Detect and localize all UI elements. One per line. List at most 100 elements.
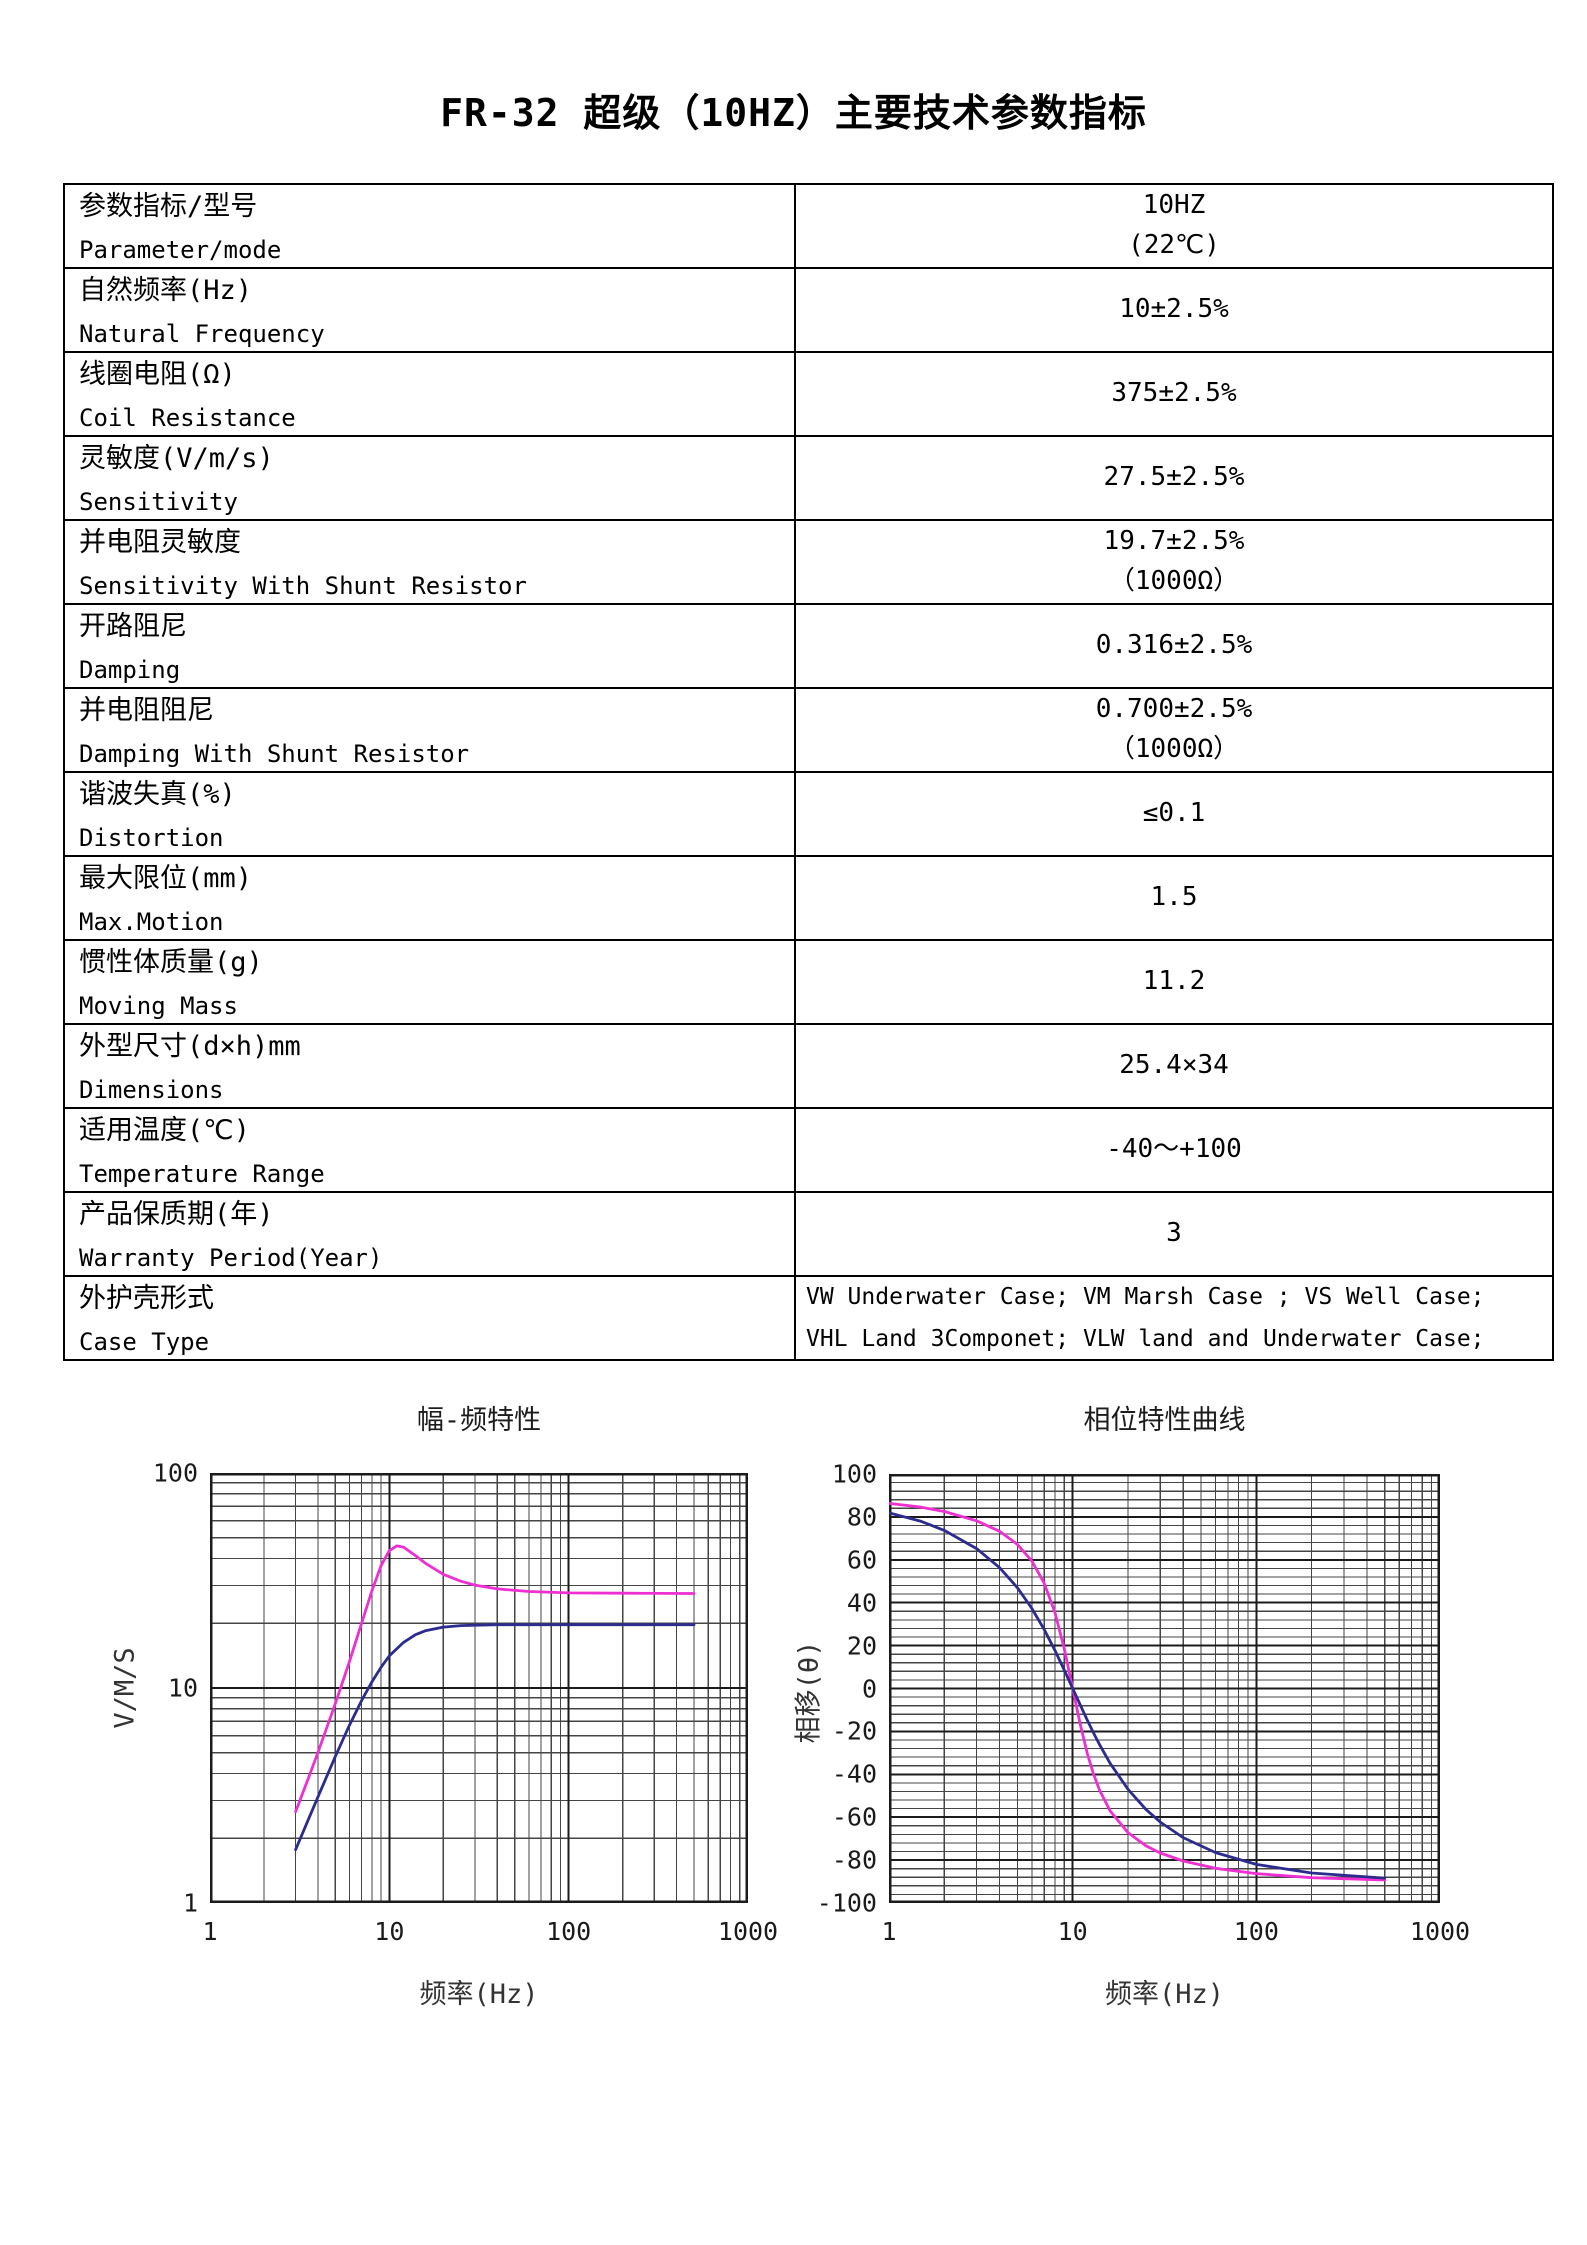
parameter-value: 3: [796, 1194, 1552, 1274]
table-row: 惯性体质量(g) Moving Mass 11.2: [63, 939, 1554, 1025]
parameter-value: 25.4×34: [796, 1026, 1552, 1106]
table-row: 自然频率(Hz) Natural Frequency 10±2.5%: [63, 267, 1554, 353]
parameter-value-cell: 11.2: [794, 939, 1554, 1025]
y-tick-label: 20: [846, 1631, 877, 1661]
parameter-value: 11.2: [796, 942, 1552, 1022]
parameter-label-cell: 最大限位(mm) Max.Motion: [63, 855, 796, 941]
parameter-value-cell: 3: [794, 1191, 1554, 1277]
amplitude-frequency-plot: [210, 1473, 748, 1903]
parameter-value-cell: 0.316±2.5%: [794, 603, 1554, 689]
parameter-value-cell: 1.5: [794, 855, 1554, 941]
parameter-label-en: Damping: [79, 655, 181, 684]
value-line: -40～+100: [1106, 1134, 1242, 1165]
x-tick-label: 100: [1233, 1917, 1279, 1946]
parameter-value: VW Underwater Case; VM Marsh Case ; VS W…: [796, 1278, 1552, 1358]
parameter-label-cell: 并电阻灵敏度 Sensitivity With Shunt Resistor: [63, 519, 796, 605]
value-line: 0.316±2.5%: [1095, 630, 1253, 661]
parameter-value: 0.700±2.5% （1000Ω）: [796, 690, 1552, 770]
parameter-label-en: Moving Mass: [79, 991, 238, 1020]
parameter-value: 10±2.5%: [796, 270, 1552, 350]
curve-series-0: [294, 1544, 696, 1814]
parameter-label-cn: 最大限位(mm): [79, 863, 253, 894]
y-tick-label: 60: [846, 1545, 877, 1575]
table-row: 参数指标/型号 Parameter/mode 10HZ (22℃): [63, 183, 1554, 269]
y-tick-label: -100: [816, 1888, 877, 1918]
parameter-label-cell: 并电阻阻尼 Damping With Shunt Resistor: [63, 687, 796, 773]
parameter-label-en: Temperature Range: [79, 1159, 325, 1188]
parameter-label-cn: 并电阻阻尼: [79, 695, 214, 726]
value-line: ≤0.1: [1142, 798, 1206, 829]
parameter-label-cell: 自然频率(Hz) Natural Frequency: [63, 267, 796, 353]
value-line: VHL Land 3Componet; VLW land and Underwa…: [806, 1326, 1485, 1352]
y-tick-label: 0: [861, 1674, 877, 1703]
value-line: 10±2.5%: [1119, 294, 1229, 325]
y-tick-label: -40: [831, 1759, 877, 1789]
parameter-label-en: Natural Frequency: [79, 319, 325, 348]
parameter-value-cell: 0.700±2.5% （1000Ω）: [794, 687, 1554, 773]
x-tick-label: 1000: [717, 1917, 779, 1946]
curve-series-0: [889, 1501, 1387, 1882]
parameter-value-cell: 10±2.5%: [794, 267, 1554, 353]
parameter-label-cell: 灵敏度(V/m/s) Sensitivity: [63, 435, 796, 521]
table-row: 产品保质期(年) Warranty Period(Year) 3: [63, 1191, 1554, 1277]
table-row: 外护壳形式 Case Type VW Underwater Case; VM M…: [63, 1275, 1554, 1361]
value-line: 27.5±2.5%: [1103, 462, 1245, 493]
phase-chart-x-axis-label: 频率(Hz): [1104, 1979, 1225, 2010]
x-tick-label: 1000: [1409, 1917, 1471, 1946]
y-tick-label: -80: [831, 1845, 877, 1875]
y-tick-label: -20: [831, 1716, 877, 1746]
parameter-label-cn: 参数指标/型号: [79, 191, 258, 222]
value-line: (22℃): [1128, 230, 1220, 260]
value-line: 0.700±2.5%: [1095, 694, 1253, 725]
parameter-label-cell: 外型尺寸(d×h)mm Dimensions: [63, 1023, 796, 1109]
parameter-label-cn: 谐波失真(%): [79, 779, 236, 810]
y-tick-label: -60: [831, 1802, 877, 1832]
parameter-value-cell: VW Underwater Case; VM Marsh Case ; VS W…: [794, 1275, 1554, 1361]
value-line: 375±2.5%: [1111, 378, 1237, 409]
table-row: 谐波失真(%) Distortion ≤0.1: [63, 771, 1554, 857]
parameter-label-cn: 开路阻尼: [79, 611, 187, 642]
y-tick-label: 100: [152, 1458, 198, 1488]
parameter-value: ≤0.1: [796, 774, 1552, 854]
table-row: 开路阻尼 Damping 0.316±2.5%: [63, 603, 1554, 689]
parameter-label-cn: 线圈电阻(Ω): [79, 359, 236, 390]
parameter-label-cn: 产品保质期(年): [79, 1199, 274, 1230]
parameter-label-cell: 开路阻尼 Damping: [63, 603, 796, 689]
parameter-label-en: Sensitivity: [79, 487, 238, 516]
y-tick-label: 1: [182, 1888, 198, 1918]
parameter-label-cn: 外型尺寸(d×h)mm: [79, 1031, 301, 1062]
parameter-label-cn: 适用温度(℃): [79, 1115, 250, 1146]
parameter-value-cell: ≤0.1: [794, 771, 1554, 857]
curve-series-1: [889, 1511, 1387, 1880]
parameter-value: 19.7±2.5% （1000Ω）: [796, 522, 1552, 602]
parameter-label-en: Max.Motion: [79, 907, 224, 936]
parameter-label-cn: 惯性体质量(g): [79, 947, 263, 978]
parameter-label-en: Coil Resistance: [79, 403, 296, 432]
table-row: 灵敏度(V/m/s) Sensitivity 27.5±2.5%: [63, 435, 1554, 521]
table-row: 并电阻灵敏度 Sensitivity With Shunt Resistor 1…: [63, 519, 1554, 605]
table-row: 外型尺寸(d×h)mm Dimensions 25.4×34: [63, 1023, 1554, 1109]
value-line: 1.5: [1150, 882, 1198, 913]
table-row: 适用温度(℃) Temperature Range -40～+100: [63, 1107, 1554, 1193]
value-line: 25.4×34: [1119, 1050, 1229, 1081]
parameter-label-cn: 外护壳形式: [79, 1283, 214, 1314]
parameter-label-en: Parameter/mode: [79, 235, 282, 264]
parameter-value: 10HZ (22℃): [796, 186, 1552, 266]
table-row: 并电阻阻尼 Damping With Shunt Resistor 0.700±…: [63, 687, 1554, 773]
y-tick-label: 100: [831, 1459, 877, 1489]
parameter-label-en: Dimensions: [79, 1075, 224, 1104]
parameter-label-en: Distortion: [79, 823, 224, 852]
parameter-value: -40～+100: [796, 1110, 1552, 1190]
y-tick-label: 80: [846, 1502, 877, 1532]
spec-table: 参数指标/型号 Parameter/mode 10HZ (22℃) 自然频率(Hz…: [63, 183, 1554, 1361]
parameter-value-cell: -40～+100: [794, 1107, 1554, 1193]
curve-series-1: [294, 1623, 696, 1852]
parameter-label-cn: 并电阻灵敏度: [79, 527, 241, 558]
parameter-value: 1.5: [796, 858, 1552, 938]
parameter-value-cell: 375±2.5%: [794, 351, 1554, 437]
value-line: （1000Ω）: [1108, 566, 1240, 596]
value-line: 3: [1166, 1218, 1182, 1249]
parameter-value-cell: 10HZ (22℃): [794, 183, 1554, 269]
phase-chart-title: 相位特性曲线: [1083, 1405, 1246, 1436]
